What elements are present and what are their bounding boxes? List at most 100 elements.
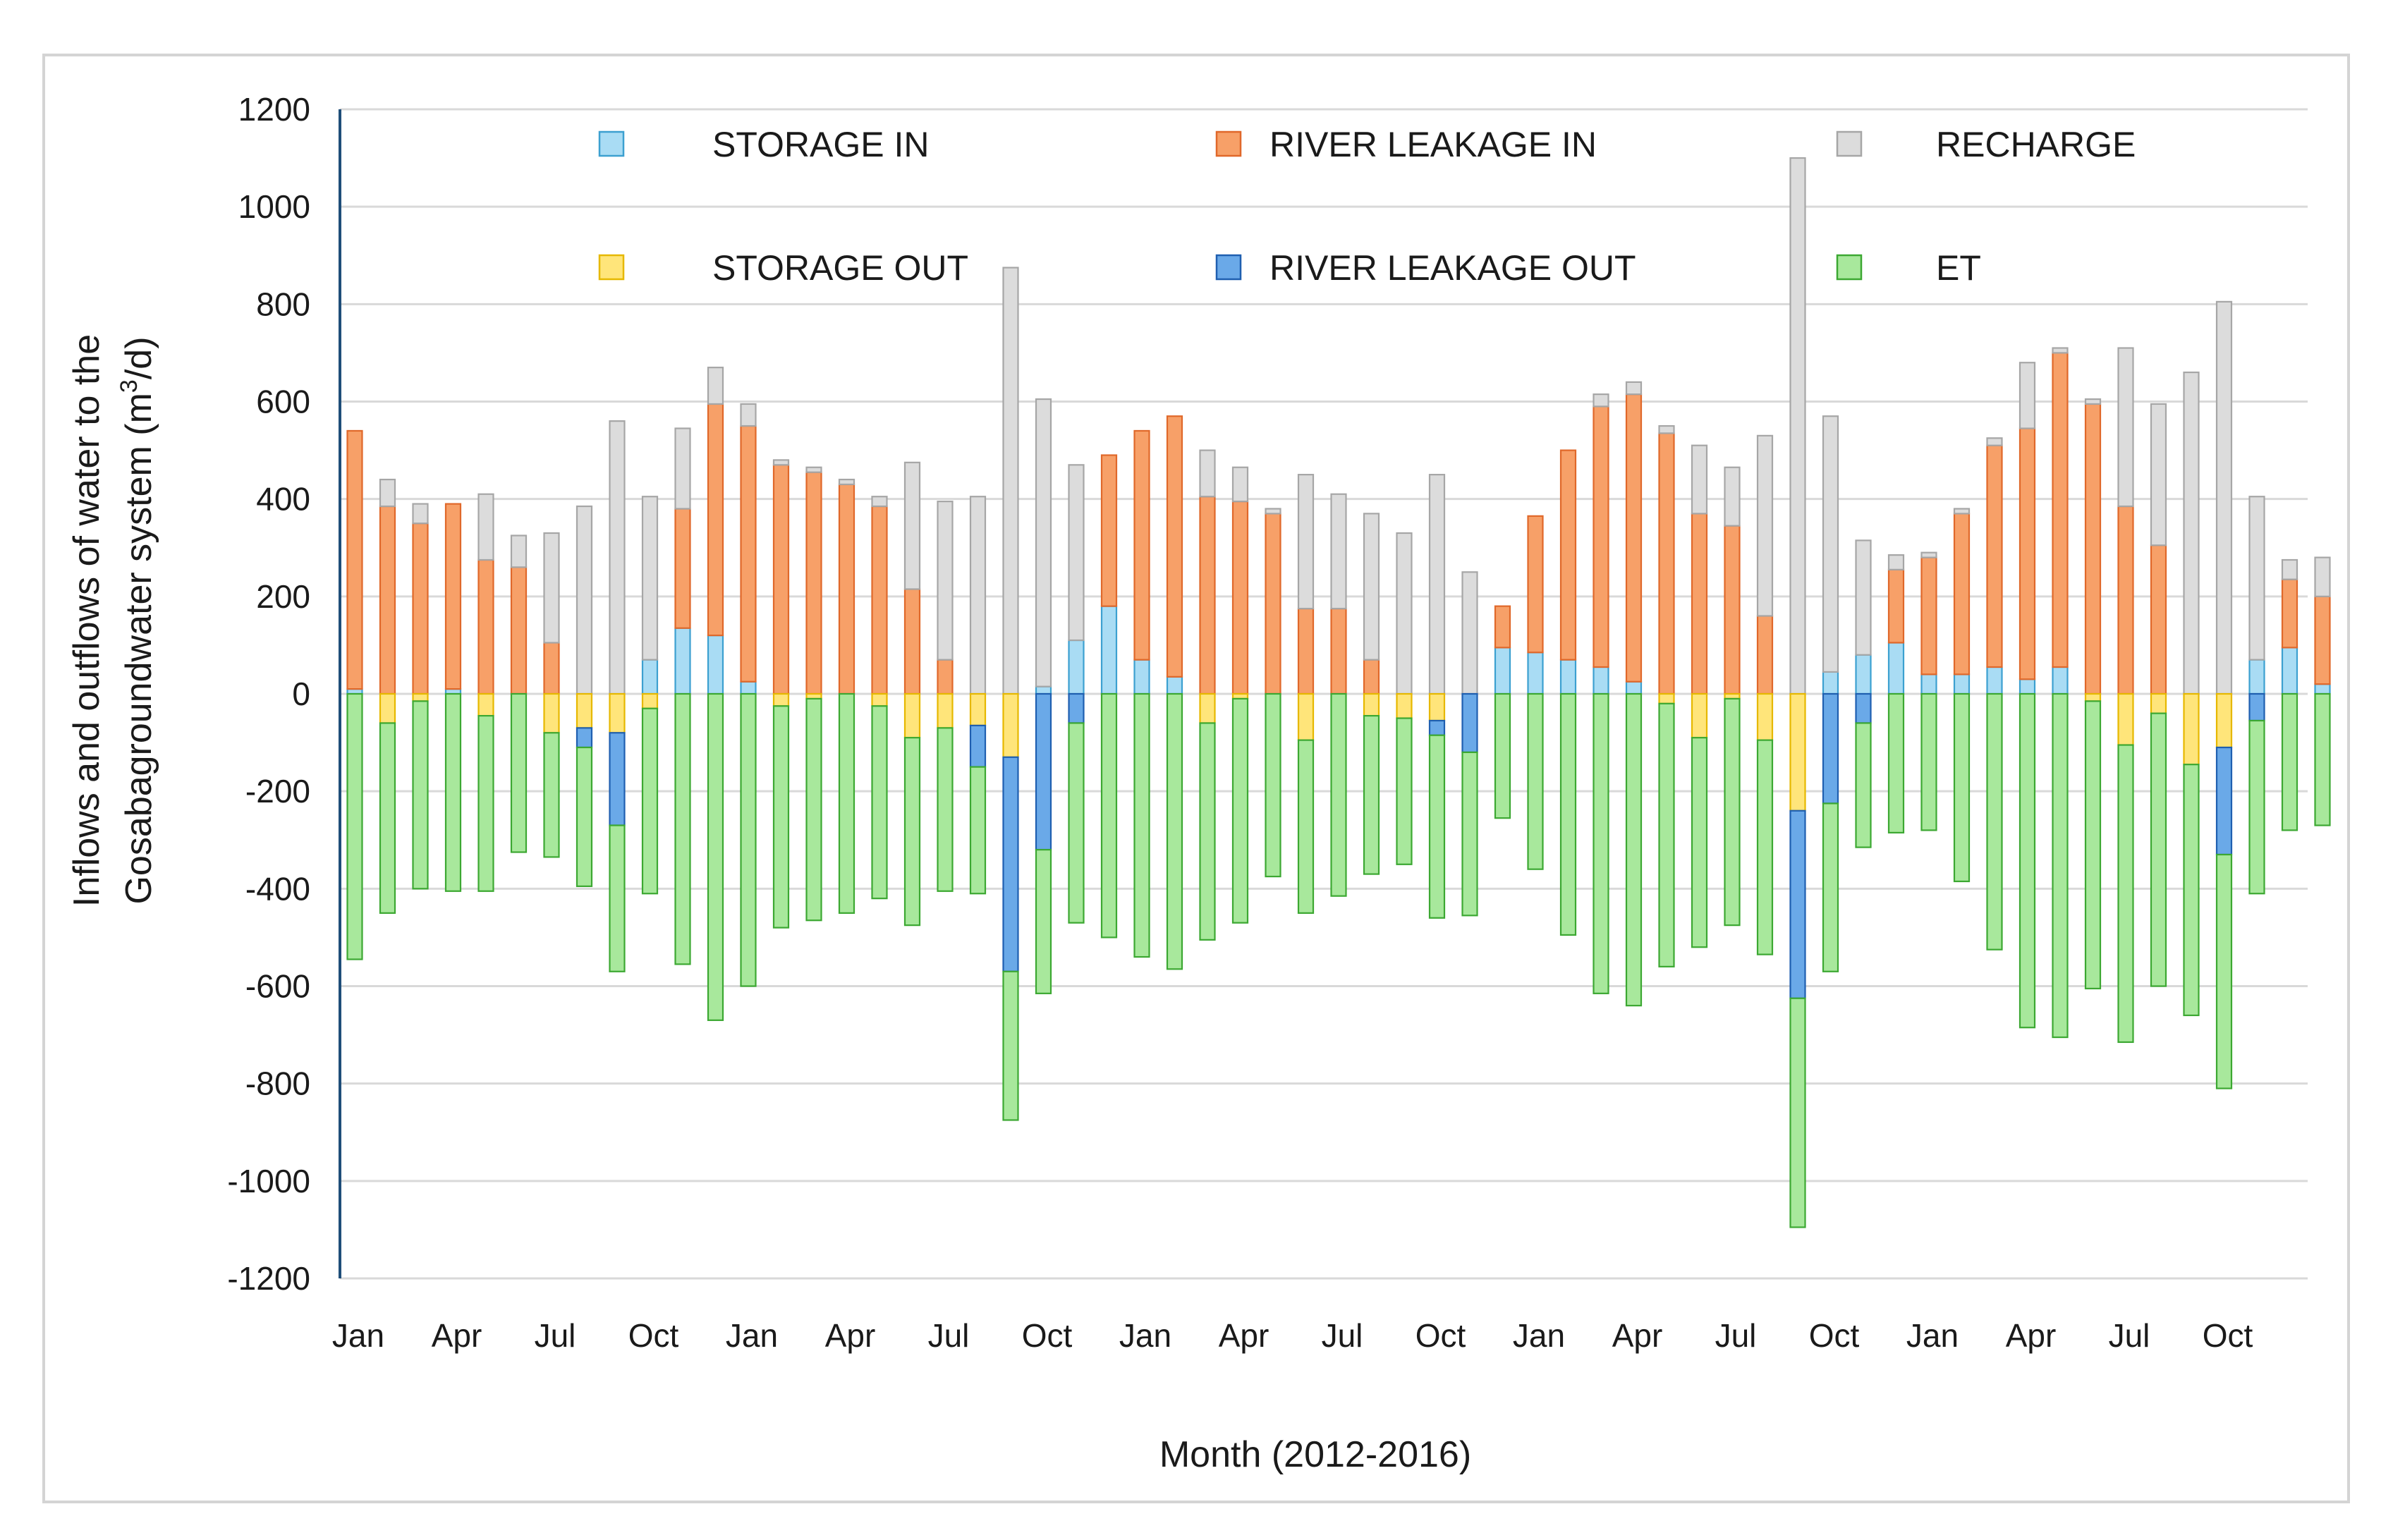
- bar-river_in: [937, 659, 954, 695]
- bar-recharge: [1593, 393, 1609, 408]
- bar-recharge: [2183, 371, 2200, 695]
- bar-et: [1133, 692, 1150, 958]
- legend-label-storage_out: STORAGE OUT: [712, 248, 968, 288]
- bar-recharge: [1330, 493, 1347, 610]
- y-tick-label: -600: [245, 968, 310, 1005]
- bar-recharge: [1920, 551, 1937, 558]
- bar-recharge: [1887, 554, 1905, 570]
- bar-river_out: [1035, 692, 1052, 851]
- legend-swatch-et: [1836, 254, 1863, 281]
- bar-et: [1100, 692, 1118, 939]
- bar-storage_in: [641, 659, 659, 695]
- bar-recharge: [2248, 496, 2265, 661]
- bar-river_out: [576, 727, 593, 749]
- legend-label-recharge: RECHARGE: [1936, 125, 2136, 164]
- bar-storage_out: [2150, 692, 2167, 714]
- bar-recharge: [1789, 157, 1806, 695]
- bar-storage_out: [969, 692, 987, 727]
- y-tick-label: 0: [292, 676, 310, 712]
- bar-river_in: [1494, 605, 1511, 649]
- bar-storage_in: [1559, 659, 1577, 695]
- bar-river_out: [1068, 692, 1085, 724]
- bar-recharge: [2150, 403, 2167, 546]
- bar-recharge: [2052, 347, 2069, 354]
- bar-et: [871, 705, 888, 900]
- bar-et: [1199, 722, 1216, 941]
- bar-recharge: [1428, 474, 1446, 695]
- y-tick-label: 400: [256, 481, 310, 518]
- x-tick-label: Jul: [535, 1317, 576, 1354]
- bar-recharge: [1986, 437, 2003, 446]
- bar-river_in: [510, 566, 528, 695]
- bar-river_in: [1199, 496, 1216, 695]
- bar-recharge: [2314, 556, 2331, 597]
- bar-storage_out: [2183, 692, 2200, 766]
- bar-et: [1068, 722, 1085, 924]
- bar-storage_in: [1593, 666, 1609, 695]
- bar-recharge: [707, 367, 724, 405]
- bar-river_in: [1953, 513, 1971, 676]
- bar-storage_in: [2052, 666, 2069, 695]
- bar-et: [1724, 697, 1741, 927]
- bar-storage_in: [1100, 605, 1118, 695]
- bar-recharge: [740, 403, 757, 427]
- bar-recharge: [1265, 508, 1281, 515]
- bar-river_in: [903, 588, 921, 695]
- bar-river_in: [2084, 403, 2102, 695]
- bar-et: [1986, 692, 2003, 951]
- bar-storage_out: [2215, 692, 2233, 749]
- bar-storage_in: [1855, 654, 1872, 695]
- bar-storage_out: [2117, 692, 2134, 746]
- bar-recharge: [1855, 539, 1872, 656]
- bar-storage_in: [1068, 639, 1085, 695]
- x-tick-label: Apr: [2006, 1317, 2057, 1354]
- bar-river_in: [1724, 525, 1741, 695]
- bar-storage_out: [1691, 692, 1708, 739]
- bar-storage_in: [740, 680, 757, 695]
- x-tick-label: Oct: [1022, 1317, 1073, 1354]
- bar-recharge: [772, 459, 790, 466]
- bar-storage_in: [1527, 652, 1544, 695]
- bar-recharge: [379, 478, 396, 508]
- x-tick-label: Apr: [1612, 1317, 1663, 1354]
- bar-et: [2281, 692, 2298, 831]
- bar-recharge: [1068, 464, 1085, 642]
- legend: STORAGE IN RIVER LEAKAGE IN RECHARGE STORAG…: [598, 125, 2136, 288]
- x-tick-label: Jan: [1513, 1317, 1565, 1354]
- y-tick-label: -200: [245, 773, 310, 809]
- bar-river_in: [1265, 513, 1281, 695]
- bar-recharge: [1002, 267, 1019, 695]
- bar-recharge: [969, 496, 987, 695]
- bar-recharge: [477, 493, 494, 561]
- bar-storage_in: [1920, 673, 1937, 695]
- bar-recharge: [1658, 424, 1675, 434]
- bar-river_out: [2248, 692, 2265, 722]
- bar-river_in: [1920, 556, 1937, 676]
- bar-river_in: [871, 505, 888, 695]
- bar-storage_in: [2281, 647, 2298, 695]
- bar-river_out: [1789, 809, 1806, 999]
- bar-recharge: [1035, 398, 1052, 688]
- bar-et: [2215, 853, 2233, 1089]
- bar-recharge: [1625, 381, 1643, 396]
- x-tick-label: Oct: [1809, 1317, 1860, 1354]
- y-tick-label: 600: [256, 384, 310, 420]
- bar-river_in: [543, 642, 560, 695]
- bar-river_in: [674, 508, 691, 629]
- bar-storage_in: [1953, 673, 1971, 695]
- bar-recharge: [1199, 449, 1216, 498]
- bar-river_in: [2314, 595, 2331, 685]
- bar-et: [1461, 751, 1478, 917]
- bar-storage_out: [772, 692, 790, 707]
- bar-storage_in: [2018, 678, 2036, 695]
- bar-river_out: [1002, 756, 1019, 972]
- legend-label-et: ET: [1936, 248, 1981, 288]
- bar-recharge: [2084, 398, 2102, 405]
- bar-recharge: [1231, 466, 1249, 503]
- legend-swatch-river_in: [1215, 130, 1242, 157]
- bar-storage_out: [379, 692, 396, 724]
- bar-et: [2117, 744, 2134, 1044]
- bar-storage_out: [412, 692, 429, 702]
- bar-et: [2052, 692, 2069, 1039]
